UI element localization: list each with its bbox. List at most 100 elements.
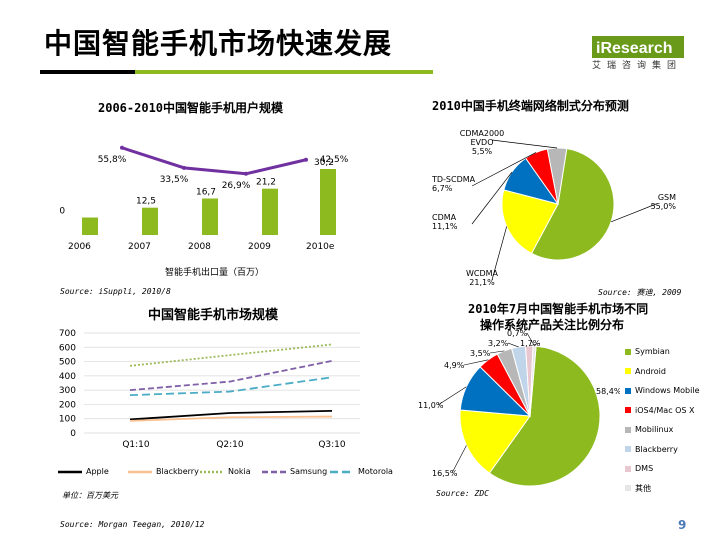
- legend-label: Android: [635, 366, 666, 376]
- legend-item: Blackberry: [625, 440, 715, 460]
- pie-label: 3,5%: [470, 349, 491, 358]
- growth-line: [121, 146, 307, 176]
- legend-swatch: [625, 465, 631, 472]
- legend-item: Symbian: [625, 342, 715, 362]
- legend-swatch: [58, 470, 82, 473]
- pie-label: 0,7%: [507, 329, 528, 338]
- x-tick-label: Q2:10: [216, 440, 244, 450]
- y-tick-label: 100: [59, 415, 76, 425]
- legend-label: DMS: [635, 464, 654, 474]
- legend-item: DMS: [625, 459, 715, 479]
- pie-slice-wcdma: [501, 189, 559, 255]
- series-line-blackberry: [129, 415, 333, 422]
- page-number: 9: [678, 518, 687, 532]
- legend-swatch: [625, 446, 631, 453]
- legend-swatch: [262, 470, 286, 473]
- y-tick-label: 400: [59, 372, 76, 382]
- growth-label: 33,5%: [160, 175, 189, 185]
- growth-label: 26,9%: [222, 181, 251, 191]
- category-label: 2008: [188, 242, 211, 252]
- series-line-apple: [129, 409, 333, 421]
- legend-swatch: [625, 485, 631, 492]
- pie-label: 3,2%: [488, 339, 509, 348]
- y-tick-label: 0: [70, 429, 76, 439]
- pie-label: TD-SCDMA: [431, 175, 476, 184]
- bar-value-label: 16,7: [196, 188, 216, 198]
- bar-2010e: [320, 169, 336, 235]
- bar-value-label: 30,2: [314, 158, 334, 168]
- legend-item: Windows Mobile: [625, 381, 715, 401]
- leader-line: [451, 445, 467, 474]
- leader-line: [529, 342, 541, 347]
- legend-label: Blackberry: [156, 467, 199, 476]
- pie-slice-symbian: [488, 345, 601, 487]
- growth-point: [304, 157, 308, 162]
- y-tick-label: 700: [59, 329, 76, 339]
- growth-label: 55,8%: [98, 155, 127, 165]
- users-bar-chart: 8,0 2006 12,5 2007 16,7 2008 21,2 2009 30,2 2010e…: [60, 145, 349, 252]
- pie-label: 5,5%: [472, 147, 493, 156]
- legend-item: 其他: [625, 479, 715, 499]
- network-chart-title: 2010中国手机终端网络制式分布预测: [432, 99, 629, 113]
- bar-value-label: 8,0: [60, 207, 65, 217]
- leader-line: [489, 350, 505, 354]
- logo-background: [592, 36, 684, 58]
- pie-label: 16,5%: [432, 469, 458, 478]
- series-line-samsung: [129, 359, 333, 392]
- legend-label: Nokia: [228, 467, 251, 476]
- market-chart-title: 中国智能手机市场规模: [148, 308, 279, 323]
- category-label: 2007: [128, 242, 151, 252]
- market-chart-legend: Apple Blackberry Nokia Samsung Motorola: [58, 467, 393, 481]
- legend-item: Android: [625, 362, 715, 382]
- legend-swatch: [625, 426, 631, 433]
- pie-label: GSM: [658, 193, 676, 202]
- leader-line: [526, 332, 535, 347]
- leader-line: [437, 386, 467, 406]
- legend-swatch: [625, 348, 631, 355]
- legend-item-motorola: Motorola: [330, 467, 393, 476]
- os-chart-title-line1: 2010年7月中国智能手机市场不同: [468, 302, 649, 316]
- leader-line: [463, 359, 489, 366]
- bar-2008: [202, 198, 218, 235]
- legend-label: Motorola: [358, 467, 393, 476]
- category-label: 2009: [248, 242, 271, 252]
- leader-line: [491, 139, 558, 149]
- growth-point: [182, 165, 186, 170]
- growth-label: 42,5%: [320, 155, 349, 165]
- legend-swatch: [625, 407, 631, 414]
- pie-label: CDMA2000: [460, 129, 504, 138]
- legend-label: iOS4/Mac OS X: [635, 405, 695, 415]
- pie-label: EVDO: [471, 138, 494, 147]
- market-chart-unit: 单位：百万美元: [62, 491, 118, 500]
- os-chart-title-line2: 操作系统产品关注比例分布: [480, 318, 625, 332]
- legend-item-nokia: Nokia: [200, 467, 251, 476]
- logo-text: iResearch: [596, 40, 673, 57]
- category-label: 2006: [68, 242, 91, 252]
- y-tick-label: 600: [59, 343, 76, 353]
- category-label: 2010e: [306, 242, 335, 252]
- bar-value-label: 21,2: [256, 178, 276, 188]
- pie-label: CDMA: [432, 213, 457, 222]
- y-tick-label: 300: [59, 386, 76, 396]
- leader-line: [471, 171, 513, 225]
- legend-item: Mobilinux: [625, 420, 715, 440]
- title-underline-green: [135, 70, 433, 74]
- pie-label: 1,7%: [520, 339, 541, 348]
- title-underline-dark: [40, 70, 135, 74]
- pie-label: 58,4%: [596, 387, 620, 396]
- users-chart-title: 2006-2010中国智能手机用户规模: [98, 101, 284, 115]
- x-tick-label: Q3:10: [318, 440, 346, 450]
- pie-label: 11,0%: [418, 401, 444, 410]
- pie-label: 55,0%: [651, 202, 677, 211]
- legend-label: Mobilinux: [635, 425, 674, 435]
- bar-2009: [262, 188, 278, 235]
- pie-label: 21,1%: [469, 278, 495, 287]
- os-chart-source: Source: ZDC: [436, 489, 489, 498]
- y-tick-label: 500: [59, 358, 76, 368]
- logo-subtitle: 艾瑞咨询集团: [592, 61, 683, 71]
- legend-label: Blackberry: [635, 444, 678, 454]
- legend-item-samsung: Samsung: [262, 467, 327, 476]
- market-line-chart: 0 100 200 300 400 500 600 700 Q1:10 Q2:10 Q3:10: [59, 329, 360, 450]
- series-line-nokia: [129, 343, 333, 367]
